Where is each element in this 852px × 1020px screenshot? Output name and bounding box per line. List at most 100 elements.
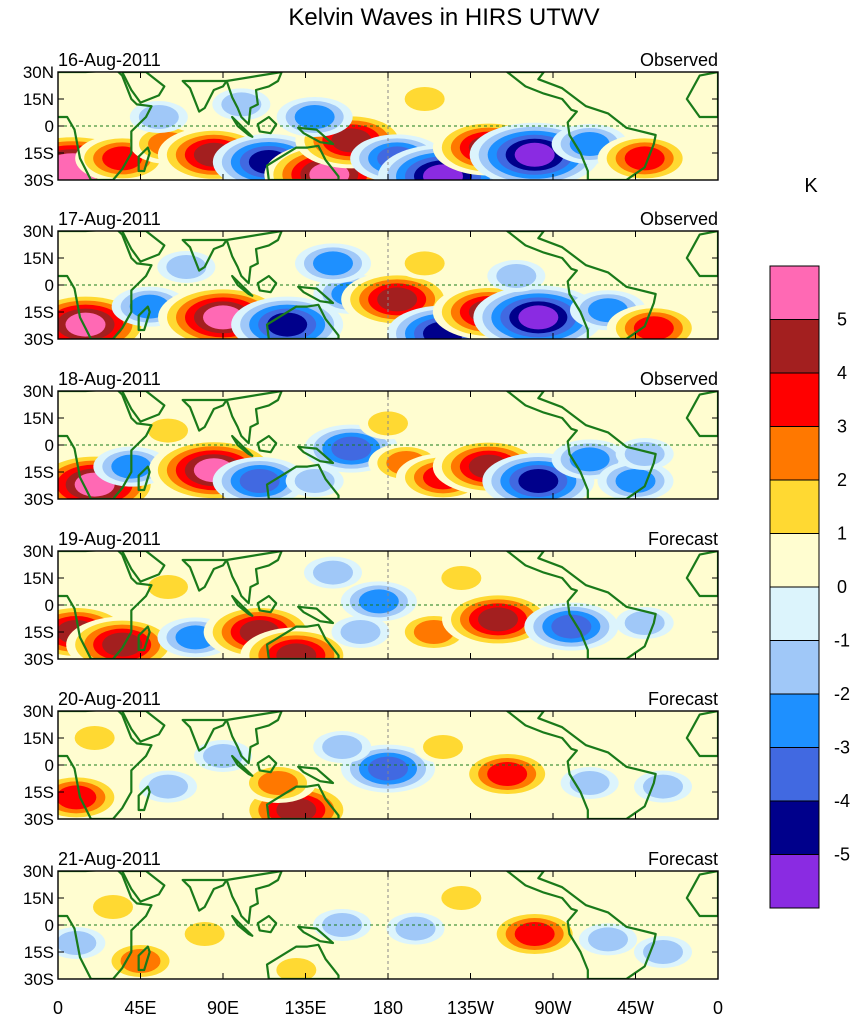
panel-6: 30N 15N 0 15S 30S 21-Aug-2011 Forecast <box>23 849 719 989</box>
y-tick-label: 15N <box>23 889 54 908</box>
anomaly-contour <box>643 774 683 799</box>
colorbar-box <box>769 747 820 802</box>
panel-plot-area <box>58 391 718 499</box>
x-tick-label: 45E <box>124 998 156 1018</box>
panel-3: 30N 15N 0 15S 30S 18-Aug-2011 Observed <box>23 369 719 509</box>
anomaly-contour <box>633 316 674 339</box>
coastline <box>265 303 340 339</box>
coastline <box>506 711 657 819</box>
y-tick-label: 30N <box>23 63 54 82</box>
anomaly-contour <box>276 798 317 819</box>
x-tick-label: 135E <box>284 998 326 1018</box>
y-tick-label: 15S <box>24 943 54 962</box>
anomaly-contour <box>377 287 418 312</box>
panel-status-label: Observed <box>640 50 718 70</box>
anomaly-contour <box>148 418 188 443</box>
anomaly-contour <box>166 255 207 279</box>
panel-date-label: 19-Aug-2011 <box>58 529 161 549</box>
coastline <box>58 551 153 659</box>
x-tick-label: 90W <box>534 998 571 1018</box>
y-tick-label: 15N <box>23 409 54 428</box>
coastline <box>121 871 166 903</box>
anomaly-contour <box>487 762 528 786</box>
panel-status-label: Forecast <box>648 849 718 869</box>
colorbar-box <box>769 693 820 748</box>
colorbar-level-label: 0 <box>837 577 847 597</box>
coastline <box>225 711 283 765</box>
colorbar-box <box>769 800 820 855</box>
panel-status-label: Forecast <box>648 689 718 709</box>
colorbar-level-label: -3 <box>834 738 850 758</box>
anomaly-contour <box>203 744 243 768</box>
panel-status-label: Observed <box>640 369 718 389</box>
y-tick-label: 30S <box>24 970 54 989</box>
coastline <box>256 594 278 614</box>
anomaly-contour <box>294 105 335 129</box>
anomaly-contour <box>368 756 408 781</box>
coastline <box>225 391 283 445</box>
coastline <box>506 551 657 659</box>
panel-date-label: 20-Aug-2011 <box>58 689 161 709</box>
coastline <box>58 711 153 819</box>
y-tick-label: 0 <box>45 756 54 775</box>
coastline <box>297 605 335 625</box>
x-tick-label: 180 <box>373 998 403 1018</box>
anomaly-contour <box>93 895 133 919</box>
panel-plot-area <box>58 72 718 180</box>
anomaly-contour <box>441 566 482 590</box>
coastline <box>265 623 340 659</box>
y-tick-label: 30S <box>24 171 54 190</box>
colorbar-level-label: 3 <box>837 417 847 437</box>
y-tick-label: 15S <box>24 783 54 802</box>
coastline <box>685 72 718 119</box>
colorbar-box <box>769 640 820 695</box>
y-tick-label: 30S <box>24 490 54 509</box>
anomaly-contour <box>148 575 188 599</box>
x-tick-label: 135W <box>447 998 494 1018</box>
anomaly-contour <box>276 958 317 979</box>
y-tick-label: 30N <box>23 862 54 881</box>
anomaly-contour <box>148 774 188 799</box>
coastline <box>256 914 278 934</box>
coastline <box>225 72 283 126</box>
y-tick-label: 30S <box>24 810 54 829</box>
anomaly-contour <box>643 940 683 964</box>
x-tick-label: 0 <box>713 998 723 1018</box>
coastline <box>265 463 340 499</box>
panel-4: 30N 15N 0 15S 30S 19-Aug-2011 Forecast <box>23 529 719 669</box>
anomaly-contour <box>518 305 559 330</box>
coastline <box>506 391 657 499</box>
colorbar-level-label: 2 <box>837 470 847 490</box>
y-tick-label: 0 <box>45 276 54 295</box>
panel-plot-area <box>58 871 718 979</box>
x-tick-label: 90E <box>207 998 239 1018</box>
coastline <box>297 126 335 146</box>
anomaly-contour <box>102 632 143 657</box>
colorbar-level-label: -5 <box>834 845 850 865</box>
panel-date-label: 17-Aug-2011 <box>58 209 161 229</box>
colorbar-level-label: -4 <box>834 791 850 811</box>
anomaly-contour <box>514 142 555 167</box>
colorbar-box <box>769 533 820 588</box>
colorbar-box <box>769 479 820 534</box>
anomaly-contour <box>478 607 518 632</box>
colorbar: K 5 4 3 2 1 0 -1 -2 -3 -4 -5 <box>769 175 850 909</box>
coastline <box>685 871 718 918</box>
coastline <box>137 945 151 972</box>
colorbar-units-label: K <box>804 175 818 197</box>
y-tick-label: 30N <box>23 542 54 561</box>
colorbar-box <box>769 265 820 320</box>
coastline <box>58 871 153 979</box>
coastline <box>231 115 254 138</box>
anomaly-contour <box>518 469 559 493</box>
anomaly-contour <box>294 469 335 493</box>
coastline <box>256 434 278 454</box>
panel-2: 30N 15N 0 15S 30S 17-Aug-2011 Observed <box>23 209 719 349</box>
coastline <box>231 914 254 937</box>
coastline <box>137 785 151 812</box>
coastline <box>297 765 335 785</box>
coastline <box>137 146 151 173</box>
figure-title: Kelvin Waves in HIRS UTWV <box>288 4 599 31</box>
coastline <box>685 551 718 598</box>
anomaly-contour <box>441 886 482 910</box>
